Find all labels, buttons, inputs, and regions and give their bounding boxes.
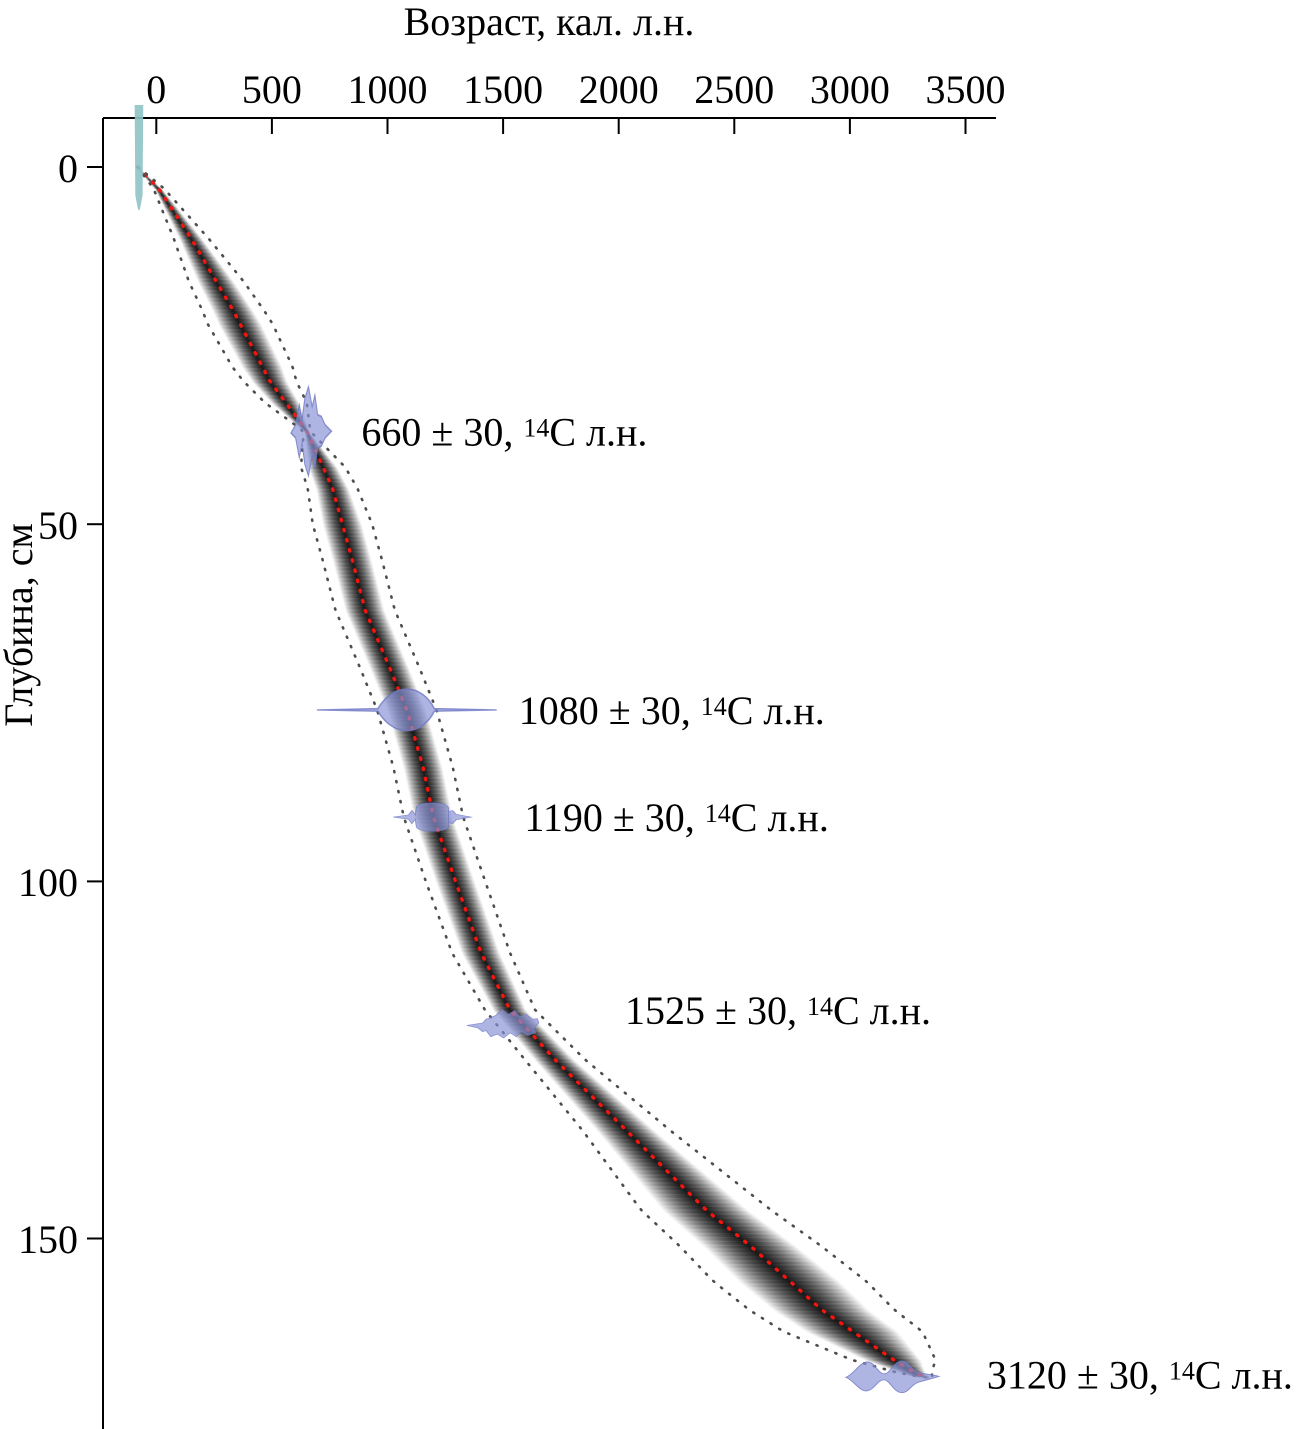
svg-text:660 ± 30, 14C л.н.: 660 ± 30, 14C л.н. [361,409,647,454]
svg-text:3120 ± 30, 14C л.н.: 3120 ± 30, 14C л.н. [987,1352,1293,1397]
svg-text:1190 ± 30, 14C л.н.: 1190 ± 30, 14C л.н. [524,795,829,840]
svg-text:1525 ± 30, 14C л.н.: 1525 ± 30, 14C л.н. [625,988,931,1033]
svg-text:1080 ± 30, 14C л.н.: 1080 ± 30, 14C л.н. [519,688,825,733]
